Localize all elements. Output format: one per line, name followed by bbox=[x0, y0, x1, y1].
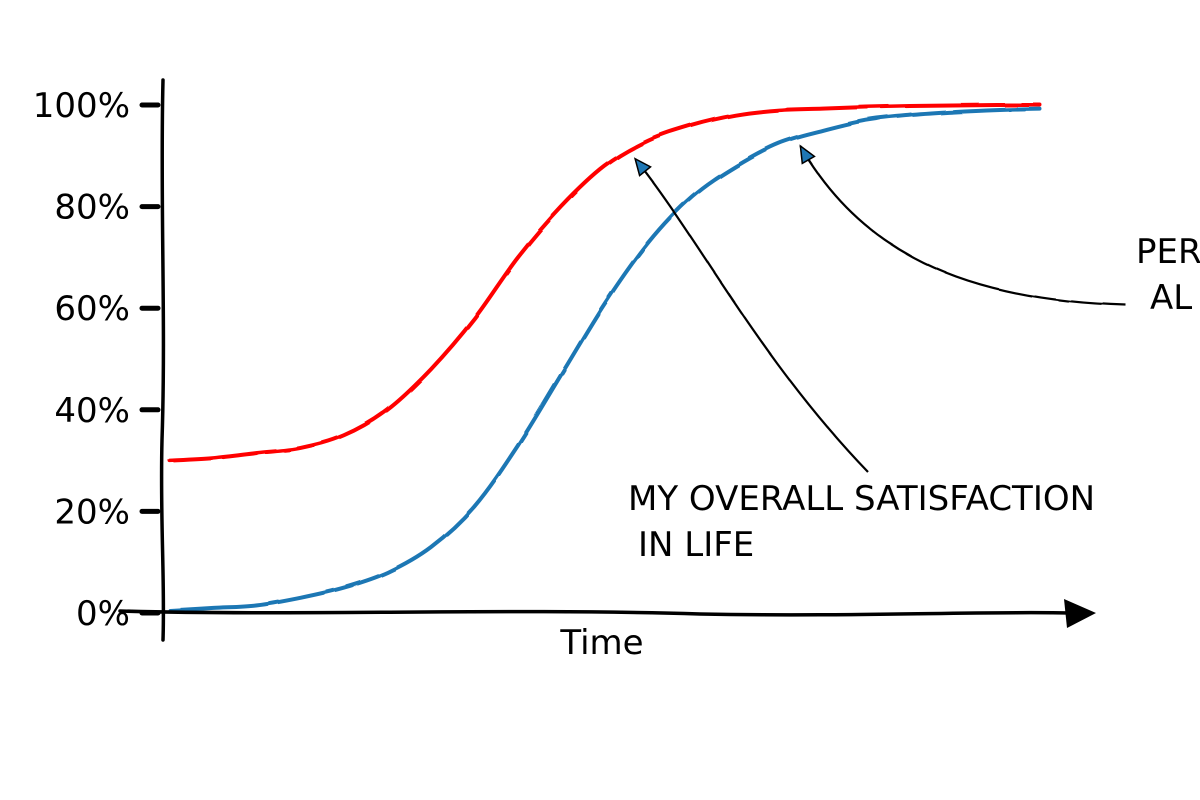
annotation-arrowhead-0 bbox=[633, 157, 652, 177]
axis-layer: 0% 20% 40% 60% 80% 100% Time bbox=[33, 78, 1096, 663]
annotation-text-0-line-0: MY OVERALL SATISFACTION bbox=[628, 479, 1095, 519]
series-line-0 bbox=[168, 102, 1042, 463]
y-tick-label-5: 100% bbox=[33, 86, 130, 126]
annotation-arrow-1 bbox=[799, 145, 1127, 307]
annotation-text-1-line-0: PER bbox=[1136, 232, 1200, 272]
annotation-text-0-line-1: IN LIFE bbox=[638, 525, 754, 565]
y-tick-label-1: 20% bbox=[54, 492, 130, 532]
y-tick-label-2: 40% bbox=[54, 391, 130, 431]
annotation-arrowhead-1 bbox=[799, 144, 816, 165]
series-layer bbox=[168, 102, 1042, 613]
series-line-1 bbox=[168, 107, 1042, 613]
y-tick-label-3: 60% bbox=[54, 289, 130, 329]
y-tick-label-0: 0% bbox=[76, 594, 130, 634]
y-tick-label-4: 80% bbox=[54, 188, 130, 228]
y-axis-line bbox=[159, 78, 166, 642]
annotation-arrow-0 bbox=[634, 158, 869, 473]
annotation-layer: MY OVERALL SATISFACTION IN LIFE PER AL bbox=[628, 144, 1200, 565]
annotation-text-1-line-1: AL bbox=[1150, 278, 1192, 318]
x-axis-arrowhead bbox=[1064, 599, 1096, 628]
x-axis-line bbox=[118, 609, 1072, 617]
x-axis-label: Time bbox=[559, 623, 643, 663]
